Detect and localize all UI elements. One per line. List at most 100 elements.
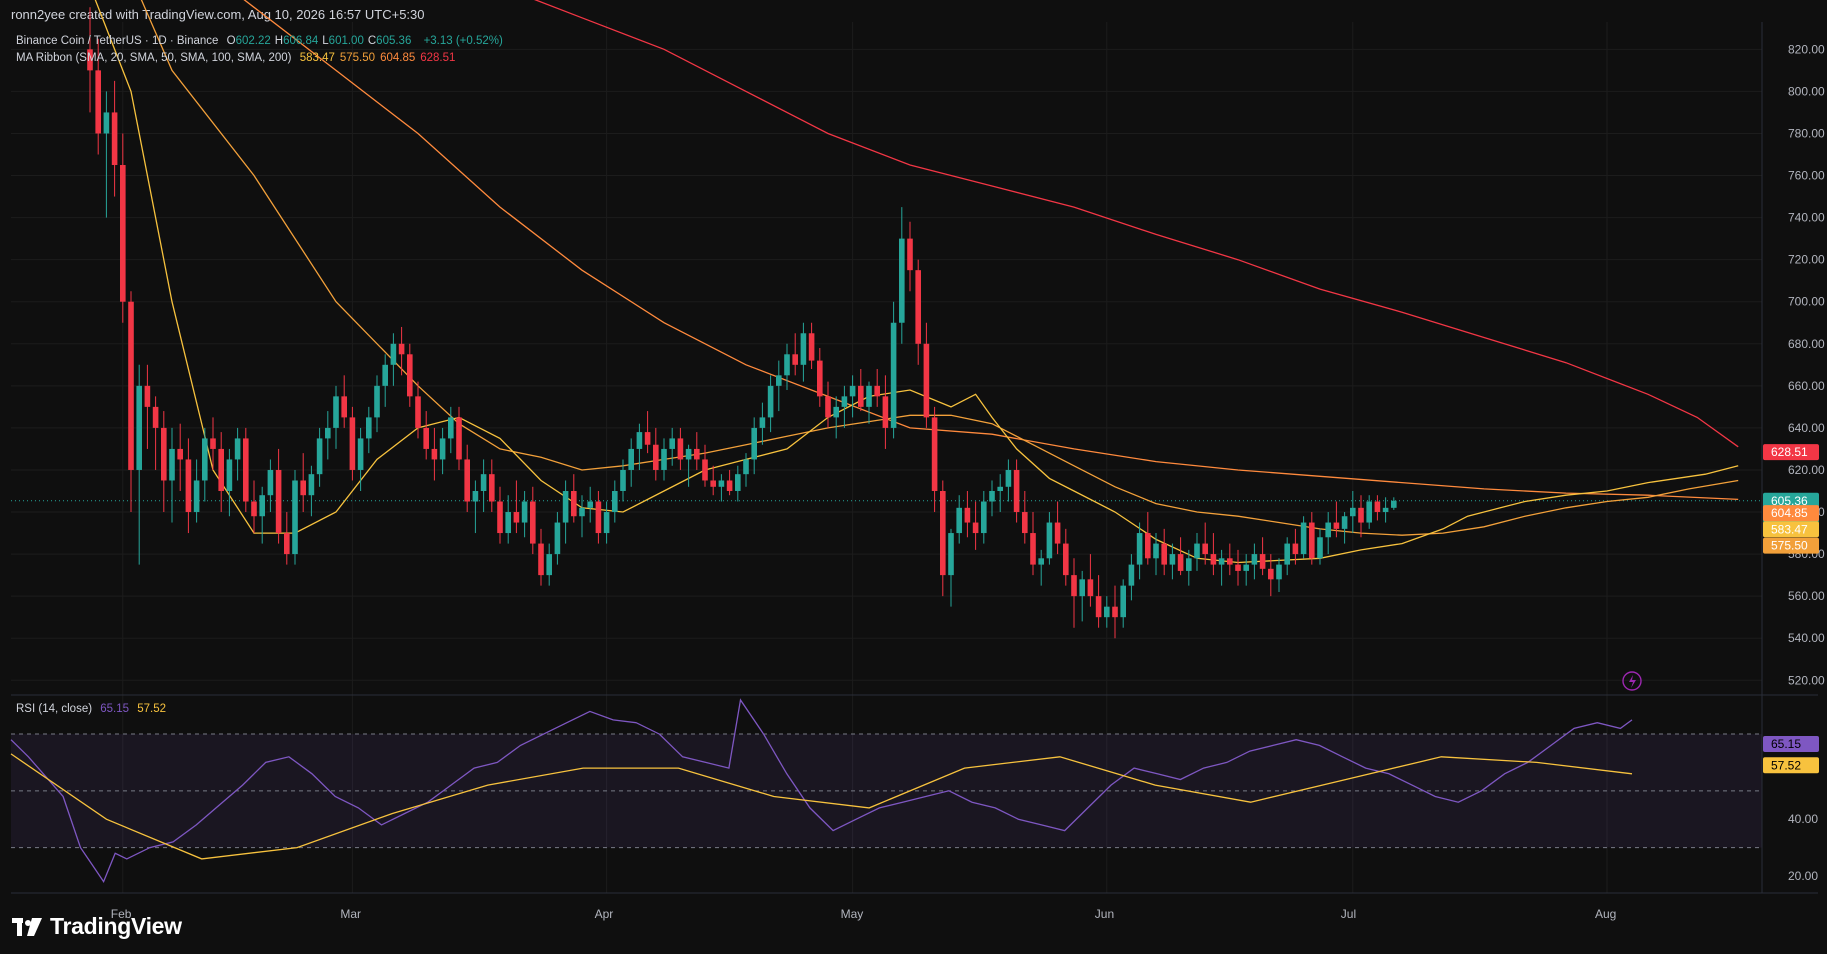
candle-body <box>546 554 552 576</box>
candle-body <box>571 490 577 517</box>
price-tick-label: 720.00 <box>1788 253 1825 267</box>
candle <box>1194 533 1200 571</box>
price-badge-text: 575.50 <box>1771 539 1808 553</box>
candle <box>1136 522 1143 580</box>
candle <box>808 322 815 370</box>
main-legend: Binance Coin / TetherUS · 1D · Binance O… <box>16 35 508 47</box>
candle <box>144 364 151 449</box>
ma200-line <box>534 0 1739 448</box>
candle <box>702 444 708 487</box>
candle <box>710 465 716 496</box>
candle-body <box>349 417 356 470</box>
candle <box>956 495 962 544</box>
candle-body <box>694 448 700 460</box>
price-tick-label: 780.00 <box>1788 126 1825 140</box>
candle <box>1243 554 1249 586</box>
candle <box>562 480 569 544</box>
candle <box>571 474 577 523</box>
candle <box>1276 558 1282 592</box>
candle <box>407 343 413 407</box>
candle-body <box>538 543 544 576</box>
candle <box>792 333 798 376</box>
candle-body <box>480 474 487 491</box>
candle-body <box>1071 575 1077 597</box>
price-tick-label: 560.00 <box>1788 589 1825 603</box>
candle <box>743 453 749 487</box>
rsi-tick-label: 40.00 <box>1788 812 1818 826</box>
candle <box>636 423 643 470</box>
candle-body <box>587 501 593 508</box>
candle <box>972 501 979 550</box>
candle <box>275 448 282 544</box>
candle <box>1120 579 1126 628</box>
candle-body <box>243 438 249 502</box>
time-tick-label: Apr <box>595 907 614 921</box>
candle-body <box>751 427 757 460</box>
candle <box>825 381 831 428</box>
candle <box>292 469 298 565</box>
candle-body <box>169 448 175 481</box>
candle-body <box>1268 568 1274 580</box>
price-axis-badge: 583.47 <box>1763 521 1819 538</box>
price-tick-label: 700.00 <box>1788 295 1825 309</box>
candle <box>456 406 462 470</box>
candle <box>1186 549 1192 586</box>
candle-body <box>185 459 192 513</box>
price-tick-label: 820.00 <box>1788 42 1825 56</box>
candle <box>316 427 323 487</box>
candle-body <box>1382 507 1389 513</box>
candle-body <box>161 427 167 481</box>
candle-body <box>579 507 585 517</box>
candle-body <box>1054 522 1061 544</box>
candle <box>161 411 167 513</box>
symbol-label: Binance Coin / TetherUS · 1D · Binance <box>16 35 219 47</box>
candle <box>1022 490 1028 544</box>
candle-body <box>316 438 323 475</box>
candle <box>284 512 290 565</box>
candle <box>226 448 233 517</box>
rsi-ma-value: 57.52 <box>137 703 167 715</box>
candle-body <box>669 438 675 449</box>
candle-body <box>817 360 823 397</box>
rsi-badge-bg <box>1763 757 1819 774</box>
candle-body <box>267 469 274 496</box>
candle-body <box>940 490 946 576</box>
rsi-axis-badge: 65.15 <box>1763 735 1819 752</box>
candle <box>858 369 864 412</box>
price-tick-label: 620.00 <box>1788 463 1825 477</box>
rsi-line <box>10 698 1633 883</box>
candle <box>677 427 684 470</box>
candle-body <box>103 112 110 134</box>
candle <box>907 221 913 292</box>
candle <box>849 375 856 418</box>
candle-body <box>333 396 339 428</box>
ma-label: MA Ribbon (SMA, 20, SMA, 50, SMA, 100, S… <box>16 52 292 64</box>
candle <box>841 385 848 428</box>
candle-body <box>726 480 733 491</box>
ma20-line <box>94 0 1739 564</box>
candle-body <box>292 480 298 555</box>
ohlc-o: O602.22 <box>226 35 271 47</box>
candle-body <box>448 417 454 439</box>
candle <box>694 432 700 470</box>
candle <box>489 459 495 513</box>
candle <box>1169 543 1176 580</box>
candle-body <box>1128 564 1135 586</box>
candle-body <box>1038 558 1044 565</box>
candle-body <box>808 333 815 361</box>
candle <box>997 474 1003 513</box>
candle-body <box>792 354 798 365</box>
candle <box>267 459 274 513</box>
candle-body <box>899 238 905 323</box>
price-badge-text: 604.85 <box>1771 506 1808 520</box>
candle-body <box>128 301 134 470</box>
candle-body <box>1350 507 1356 517</box>
candle <box>464 444 470 513</box>
candle <box>800 322 807 382</box>
candle-body <box>685 448 692 460</box>
candle <box>1382 497 1389 523</box>
candle <box>1218 549 1225 586</box>
candle <box>185 438 192 534</box>
candle-body <box>1063 543 1069 576</box>
